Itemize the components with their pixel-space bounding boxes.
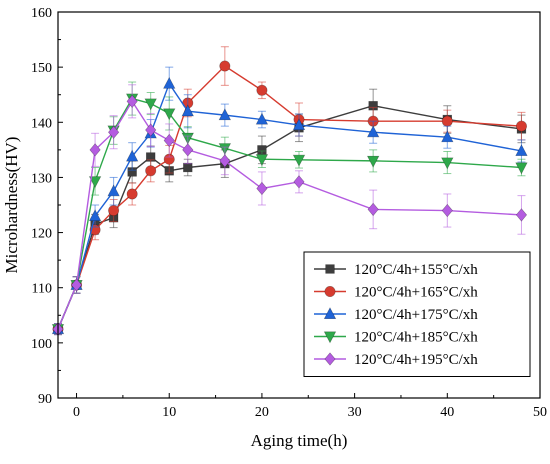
data-point	[293, 175, 305, 189]
legend-marker	[325, 264, 335, 274]
data-point	[182, 143, 194, 157]
data-point	[292, 118, 306, 131]
legend-marker	[324, 285, 336, 297]
data-point	[441, 115, 453, 127]
data-point	[219, 154, 231, 168]
y-tick-label: 90	[38, 392, 52, 407]
data-point	[89, 143, 101, 157]
legend-label: 120°C/4h+155°C/xh	[354, 262, 478, 278]
data-point	[441, 203, 453, 218]
legend-label: 120°C/4h+185°C/xh	[354, 330, 478, 346]
y-tick-label: 130	[31, 171, 52, 186]
y-tick-label: 150	[31, 61, 52, 76]
series-5	[52, 84, 528, 336]
data-point	[125, 149, 139, 162]
y-tick-label: 160	[31, 6, 52, 21]
legend-label: 120°C/4h+165°C/xh	[354, 285, 478, 301]
x-tick-label: 30	[348, 405, 362, 420]
series-2	[52, 46, 527, 336]
data-point	[441, 157, 454, 170]
data-point	[163, 133, 175, 148]
x-tick-label: 50	[533, 405, 547, 420]
data-point	[145, 165, 157, 177]
data-point	[256, 181, 268, 196]
data-point	[107, 184, 120, 197]
data-point	[256, 84, 268, 96]
x-tick-label: 40	[440, 405, 454, 420]
data-point	[219, 60, 231, 72]
legend-label: 120°C/4h+175°C/xh	[354, 307, 478, 323]
x-tick-label: 0	[73, 405, 80, 420]
data-point	[515, 120, 527, 132]
series-line	[57, 97, 522, 330]
legend-marker	[324, 352, 336, 366]
data-point	[126, 94, 138, 108]
data-point	[144, 98, 157, 111]
data-point	[218, 108, 232, 121]
y-tick-label: 100	[31, 337, 52, 352]
data-point	[255, 154, 269, 167]
data-point	[163, 108, 176, 121]
y-tick-label: 120	[31, 227, 52, 242]
data-point	[366, 125, 380, 138]
series-line	[57, 82, 522, 330]
data-point	[183, 162, 193, 173]
data-point	[255, 112, 269, 125]
data-point	[108, 205, 120, 217]
x-axis-title: Aging time(h)	[251, 431, 348, 450]
data-point	[515, 208, 528, 222]
data-point	[515, 144, 528, 156]
y-tick-label: 140	[31, 116, 52, 131]
axes-layer: 0 10 20 30 40 50 90 100 110 120 130 140 150 160	[31, 6, 547, 420]
series-line	[57, 100, 522, 330]
y-tick-label: 110	[32, 282, 52, 297]
data-point	[108, 125, 120, 139]
data-point	[181, 104, 194, 117]
y-axis-title: Microhardness(HV)	[2, 137, 21, 274]
data-point	[88, 209, 102, 222]
legend-marker	[323, 331, 337, 344]
data-point	[441, 130, 454, 143]
legend-label: 120°C/4h+195°C/xh	[354, 352, 478, 368]
x-tick-label: 10	[162, 405, 176, 420]
series-layer	[51, 46, 528, 336]
data-point	[145, 123, 157, 137]
data-point	[70, 278, 83, 292]
data-point	[515, 162, 528, 175]
data-point	[163, 76, 176, 89]
x-tick-label: 20	[255, 405, 269, 420]
data-point	[88, 176, 102, 189]
data-point	[367, 202, 379, 217]
data-point	[126, 188, 138, 200]
legend: 120°C/4h+155°C/xh 120°C/4h+165°C/xh 120°C/…	[303, 251, 531, 377]
data-point	[292, 154, 306, 167]
data-point	[366, 155, 380, 168]
legend-marker	[323, 307, 337, 320]
